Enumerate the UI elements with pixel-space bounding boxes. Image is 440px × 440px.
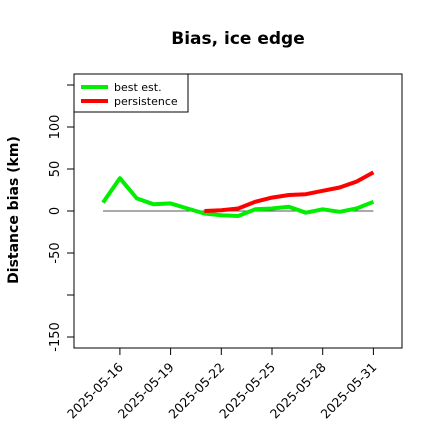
y-tick-label: -50 <box>48 242 63 263</box>
legend-box <box>73 73 189 113</box>
y-tick-label: 50 <box>48 161 63 178</box>
series-layer <box>101 170 375 218</box>
legend: best est. persistence <box>73 73 189 113</box>
y-axis: -150 -50 0 50 100 <box>48 84 74 352</box>
series-line-best-est <box>101 176 375 218</box>
legend-label-best-est: best est. <box>114 81 162 94</box>
y-tick-label: 0 <box>48 207 63 215</box>
series-line-persistence <box>204 170 375 213</box>
y-axis-label: Distance bias (km) <box>6 136 22 284</box>
chart-title: Bias, ice edge <box>171 29 305 49</box>
y-tick-label: 100 <box>48 115 63 140</box>
x-axis: 2025-05-162025-05-192025-05-222025-05-25… <box>64 348 380 421</box>
legend-label-persistence: persistence <box>114 95 178 108</box>
y-tick-label: -150 <box>48 322 63 352</box>
